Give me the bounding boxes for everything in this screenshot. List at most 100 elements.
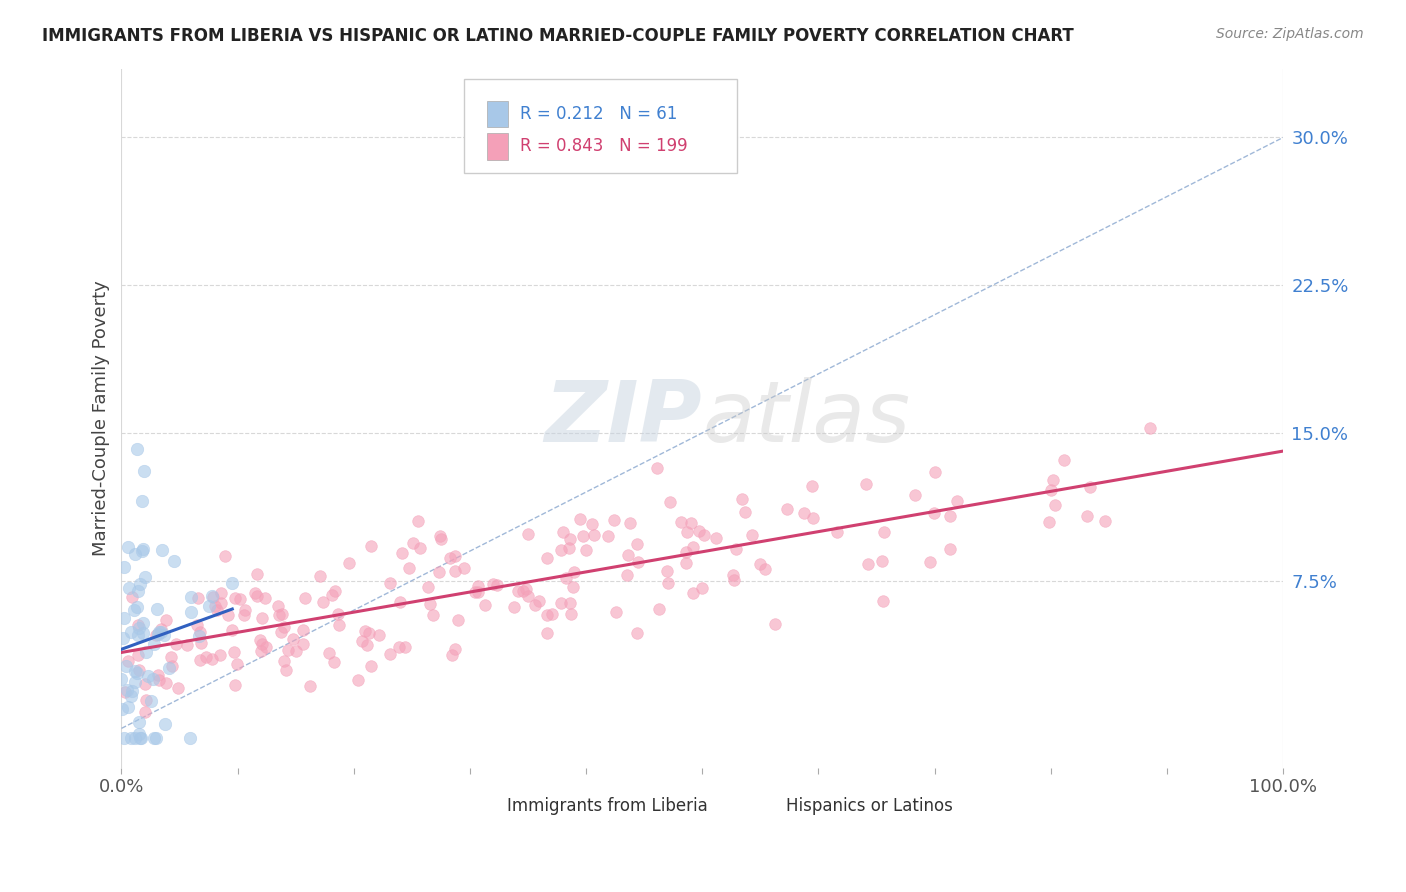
Point <box>125 600 148 615</box>
Point <box>229 591 252 606</box>
Point <box>378 647 401 661</box>
Point <box>117 700 139 714</box>
Point <box>1042 473 1064 487</box>
Point <box>801 479 824 493</box>
Point <box>132 616 155 631</box>
Point <box>558 532 581 546</box>
Point <box>179 731 201 746</box>
Point <box>128 714 150 729</box>
Text: Source: ZipAtlas.com: Source: ZipAtlas.com <box>1216 27 1364 41</box>
Point <box>131 494 153 508</box>
Point <box>291 637 314 651</box>
Point <box>309 569 332 583</box>
Point <box>224 591 246 606</box>
Point <box>1040 483 1063 497</box>
Bar <box>488 101 509 128</box>
Point <box>204 599 226 614</box>
Point <box>946 493 969 508</box>
Point <box>676 524 699 539</box>
Point <box>267 599 290 613</box>
Point <box>132 464 155 478</box>
Point <box>134 677 156 691</box>
Point <box>209 648 232 663</box>
Point <box>150 623 173 637</box>
Point <box>323 655 346 669</box>
Point <box>190 636 212 650</box>
Point <box>741 528 763 542</box>
Point <box>128 576 150 591</box>
Point <box>112 610 135 624</box>
Point <box>515 582 537 596</box>
Point <box>467 579 489 593</box>
Text: Hispanics or Latinos: Hispanics or Latinos <box>786 797 953 815</box>
Point <box>793 506 815 520</box>
Point <box>679 516 702 530</box>
Point <box>453 561 475 575</box>
Point <box>447 614 470 628</box>
Point <box>112 559 135 574</box>
Point <box>360 539 382 553</box>
Point <box>252 611 274 625</box>
Point <box>922 506 945 520</box>
Point <box>562 565 585 579</box>
Text: Immigrants from Liberia: Immigrants from Liberia <box>508 797 707 815</box>
Point <box>120 624 142 639</box>
Point <box>350 634 373 648</box>
Point <box>464 585 486 599</box>
Point <box>904 488 927 502</box>
Point <box>277 643 299 657</box>
Point <box>124 674 146 689</box>
Point <box>568 512 591 526</box>
Point <box>270 624 292 639</box>
Point <box>155 613 177 627</box>
Point <box>125 442 148 456</box>
Point <box>128 663 150 677</box>
Point <box>201 652 224 666</box>
Point <box>135 645 157 659</box>
Point <box>120 690 142 704</box>
Point <box>121 591 143 605</box>
Point <box>211 596 233 610</box>
Point <box>194 649 217 664</box>
Text: IMMIGRANTS FROM LIBERIA VS HISPANIC OR LATINO MARRIED-COUPLE FAMILY POVERTY CORR: IMMIGRANTS FROM LIBERIA VS HISPANIC OR L… <box>42 27 1074 45</box>
Point <box>180 590 202 604</box>
Point <box>870 553 893 567</box>
Point <box>536 607 558 622</box>
Point <box>1045 498 1067 512</box>
Point <box>291 623 314 637</box>
Point <box>149 624 172 639</box>
Point <box>115 683 138 698</box>
Point <box>704 531 727 545</box>
Text: atlas: atlas <box>702 376 910 459</box>
Point <box>163 554 186 568</box>
Point <box>527 594 550 608</box>
Point <box>605 605 627 619</box>
Point <box>221 624 243 638</box>
Point <box>112 631 135 645</box>
Point <box>444 642 467 657</box>
Point <box>148 667 170 681</box>
Point <box>165 638 187 652</box>
Point <box>318 646 340 660</box>
Point <box>124 547 146 561</box>
Point <box>294 591 316 605</box>
Point <box>555 571 578 585</box>
Point <box>572 528 595 542</box>
Point <box>285 644 308 658</box>
Point <box>186 617 208 632</box>
Point <box>682 586 704 600</box>
Point <box>328 618 350 632</box>
Text: R = 0.843   N = 199: R = 0.843 N = 199 <box>520 137 688 155</box>
Point <box>233 607 256 622</box>
Point <box>617 548 640 562</box>
Point <box>430 532 453 546</box>
Point <box>1078 480 1101 494</box>
Point <box>136 668 159 682</box>
Point <box>117 654 139 668</box>
Point <box>160 650 183 665</box>
Point <box>581 516 603 531</box>
Point <box>389 595 412 609</box>
Point <box>176 638 198 652</box>
Point <box>134 705 156 719</box>
Point <box>1038 515 1060 529</box>
